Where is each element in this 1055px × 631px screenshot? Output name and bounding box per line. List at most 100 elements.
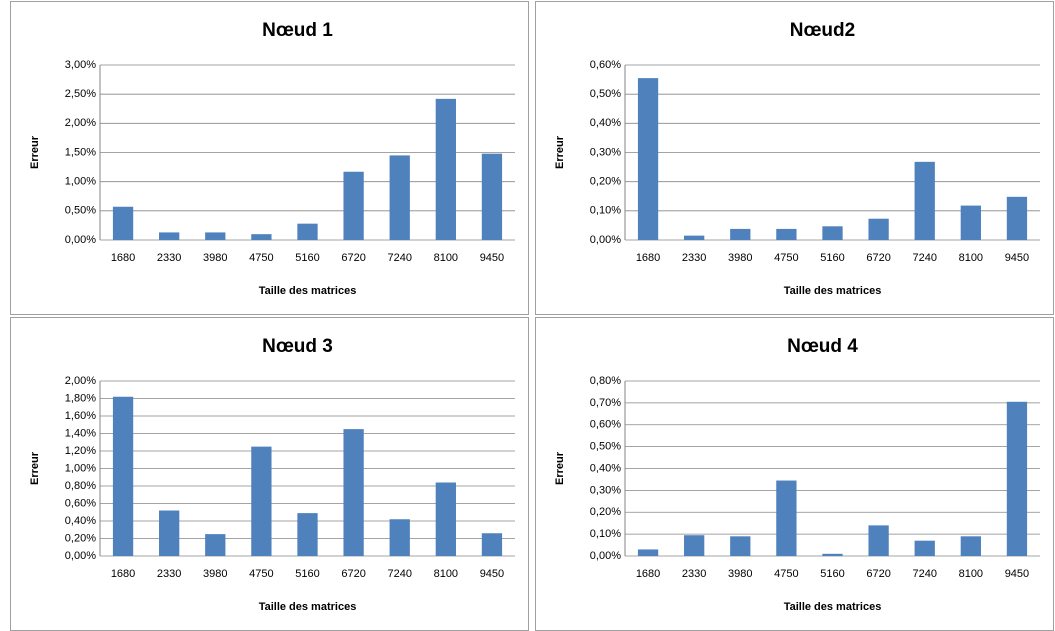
y-tick-label: 3,00%: [65, 59, 96, 71]
y-tick-label: 1,00%: [65, 176, 96, 188]
bar: [112, 396, 134, 556]
y-tick-label: 0,40%: [590, 462, 621, 474]
x-tick-label: 4750: [774, 252, 798, 264]
y-tick-label: 2,00%: [65, 117, 96, 129]
y-tick-label: 2,50%: [65, 88, 96, 100]
bar: [776, 228, 797, 240]
x-tick-label: 8100: [959, 252, 983, 264]
bar: [297, 513, 318, 556]
bar: [297, 223, 318, 240]
y-tick-label: 0,00%: [65, 550, 96, 562]
chart-title: Nœud 3: [262, 336, 333, 357]
x-tick-label: 4750: [249, 252, 273, 264]
y-tick-label: 2,00%: [65, 375, 96, 387]
x-tick-label: 2330: [157, 568, 181, 580]
y-axis-title: Erreur: [29, 135, 41, 169]
y-tick-label: 0,20%: [65, 532, 96, 544]
y-tick-label: 0,00%: [590, 550, 621, 562]
x-tick-label: 8100: [434, 252, 458, 264]
x-tick-label: 9450: [480, 568, 504, 580]
bar: [684, 235, 705, 240]
bar: [822, 226, 843, 240]
x-tick-label: 7240: [912, 568, 936, 580]
y-tick-label: 0,40%: [590, 117, 621, 129]
y-axis-title: Erreur: [554, 451, 566, 485]
x-tick-label: 8100: [434, 568, 458, 580]
y-tick-label: 0,50%: [65, 205, 96, 217]
bar: [389, 519, 410, 556]
x-tick-label: 1680: [636, 252, 660, 264]
bar: [251, 446, 272, 556]
x-axis-title: Taille des matrices: [784, 601, 882, 613]
bar: [251, 234, 272, 240]
bar: [343, 171, 364, 240]
bar: [205, 534, 226, 556]
bar: [112, 206, 134, 240]
bar: [960, 205, 981, 240]
y-tick-label: 0,20%: [590, 176, 621, 188]
x-tick-label: 5160: [820, 252, 844, 264]
chart-title: Nœud2: [790, 20, 855, 41]
y-tick-label: 0,80%: [65, 480, 96, 492]
x-tick-label: 6720: [866, 568, 890, 580]
y-tick-label: 0,10%: [590, 528, 621, 540]
chart-title: Nœud 4: [787, 336, 858, 357]
x-tick-label: 5160: [295, 568, 319, 580]
y-tick-label: 0,20%: [590, 506, 621, 518]
x-tick-label: 6720: [341, 252, 365, 264]
x-tick-label: 9450: [480, 252, 504, 264]
y-tick-label: 1,00%: [65, 462, 96, 474]
x-tick-label: 5160: [295, 252, 319, 264]
bar: [684, 535, 705, 556]
y-tick-label: 0,80%: [590, 375, 621, 387]
bar: [960, 536, 981, 556]
y-tick-label: 1,50%: [65, 146, 96, 158]
bar: [914, 540, 935, 556]
bar: [1006, 401, 1028, 556]
bar: [776, 480, 797, 556]
x-tick-label: 2330: [682, 252, 706, 264]
bar: [730, 536, 751, 556]
x-tick-label: 2330: [682, 568, 706, 580]
x-tick-label: 9450: [1005, 252, 1029, 264]
y-tick-label: 1,60%: [65, 410, 96, 422]
bar: [481, 533, 503, 556]
x-tick-label: 3980: [203, 568, 227, 580]
y-tick-label: 0,30%: [590, 146, 621, 158]
y-tick-label: 1,80%: [65, 392, 96, 404]
x-tick-label: 1680: [111, 568, 135, 580]
x-tick-label: 9450: [1005, 568, 1029, 580]
x-tick-label: 5160: [820, 568, 844, 580]
y-tick-label: 0,60%: [65, 497, 96, 509]
x-axis-title: Taille des matrices: [259, 285, 357, 297]
bar: [159, 232, 180, 240]
bar: [435, 98, 456, 240]
y-tick-label: 0,70%: [590, 397, 621, 409]
x-tick-label: 3980: [728, 568, 752, 580]
bar: [868, 218, 889, 240]
y-axis-title: Erreur: [29, 451, 41, 485]
y-tick-label: 0,60%: [590, 59, 621, 71]
x-tick-label: 7240: [387, 568, 411, 580]
bar: [389, 155, 410, 240]
y-tick-label: 1,20%: [65, 445, 96, 457]
x-axis-title: Taille des matrices: [259, 601, 357, 613]
y-tick-label: 0,30%: [590, 484, 621, 496]
y-tick-label: 0,60%: [590, 419, 621, 431]
y-axis-title: Erreur: [554, 135, 566, 169]
y-tick-label: 0,40%: [65, 515, 96, 527]
x-axis-title: Taille des matrices: [784, 285, 882, 297]
bar: [914, 161, 935, 240]
bar: [159, 510, 180, 556]
x-tick-label: 3980: [203, 252, 227, 264]
bar: [637, 78, 659, 240]
y-tick-label: 0,10%: [590, 205, 621, 217]
x-tick-label: 8100: [959, 568, 983, 580]
bar: [343, 429, 364, 556]
y-tick-label: 0,50%: [590, 88, 621, 100]
chart-title: Nœud 1: [262, 20, 333, 41]
bar: [205, 232, 226, 240]
bar: [868, 525, 889, 556]
bar: [637, 549, 659, 556]
